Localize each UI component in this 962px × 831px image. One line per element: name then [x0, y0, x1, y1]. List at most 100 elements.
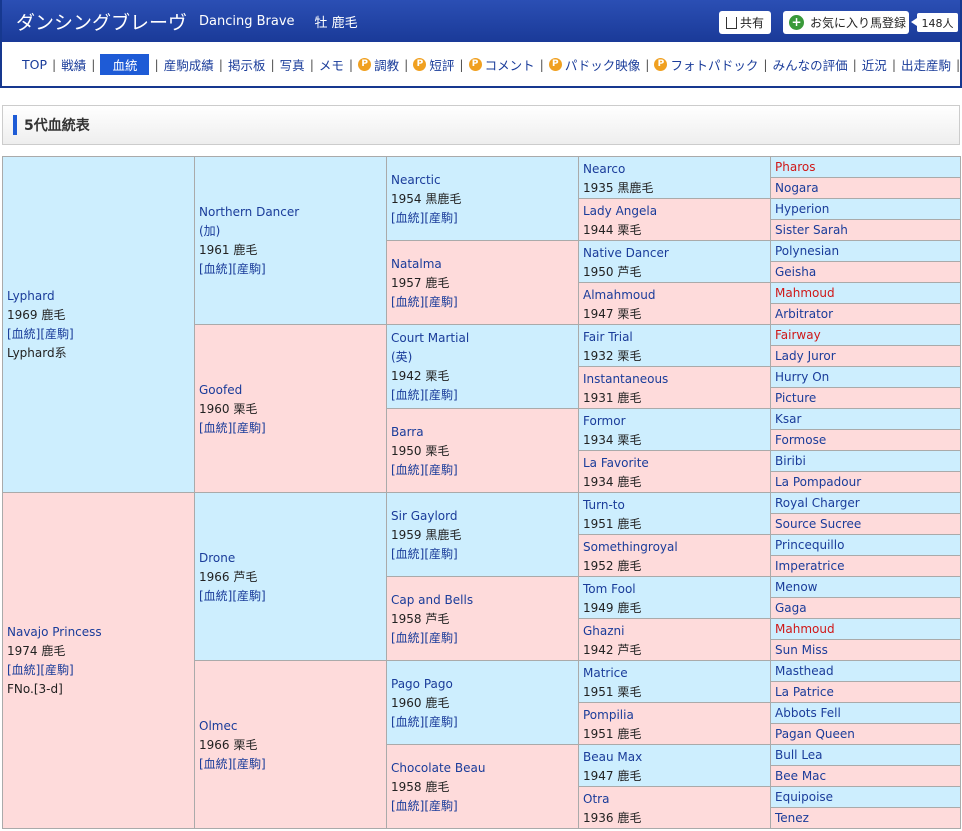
ancestor-name-link[interactable]: Lady Angela: [583, 204, 658, 218]
ancestor-name-link[interactable]: Pago Pago: [391, 676, 453, 691]
ancestor-name-link[interactable]: Turn-to: [583, 498, 625, 512]
ancestor-name-link[interactable]: Nogara: [775, 181, 819, 195]
ancestor-name-link[interactable]: Ghazni: [583, 624, 625, 638]
pedigree-cell-content: Fairway: [775, 325, 956, 345]
nav-item[interactable]: P コメント: [465, 55, 539, 74]
pedigree-offspring-links[interactable]: [血統][産駒]: [391, 630, 458, 645]
pedigree-offspring-links[interactable]: [血統][産駒]: [391, 294, 458, 309]
ancestor-name-link[interactable]: Arbitrator: [775, 307, 834, 321]
nav-item[interactable]: 出走産駒: [897, 55, 955, 74]
pedigree-offspring-links[interactable]: [血統][産駒]: [391, 462, 458, 477]
ancestor-name-link[interactable]: Somethingroyal: [583, 540, 678, 554]
nav-item[interactable]: P パドック映像: [545, 55, 644, 74]
nav-item[interactable]: みんなの評価: [769, 55, 852, 74]
nav-item[interactable]: 血統: [100, 53, 150, 75]
pedigree-offspring-links[interactable]: [血統][産駒]: [391, 210, 458, 225]
ancestor-name-link[interactable]: Geisha: [775, 265, 817, 279]
ancestor-name-link[interactable]: Hurry On: [775, 370, 830, 384]
ancestor-name-link[interactable]: Barra: [391, 424, 424, 439]
ancestor-name-link[interactable]: Fairway: [775, 328, 821, 342]
ancestor-name-link[interactable]: Bull Lea: [775, 748, 823, 762]
ancestor-name-link[interactable]: Bee Mac: [775, 769, 827, 783]
ancestor-name-link[interactable]: Pharos: [775, 160, 816, 174]
pedigree-offspring-links[interactable]: [血統][産駒]: [7, 327, 74, 341]
ancestor-name-link[interactable]: Biribi: [775, 454, 806, 468]
ancestor-name-link[interactable]: Formor: [583, 414, 626, 428]
ancestor-name-link[interactable]: Abbots Fell: [775, 706, 841, 720]
ancestor-name-link[interactable]: Instantaneous: [583, 372, 669, 386]
pedigree-offspring-links[interactable]: [血統][産駒]: [199, 756, 266, 771]
ancestor-year-color: 1958 芦毛: [391, 611, 450, 626]
pedigree-offspring-links[interactable]: [血統][産駒]: [199, 588, 266, 603]
pedigree-offspring-links[interactable]: [血統][産駒]: [391, 714, 458, 729]
pedigree-offspring-links[interactable]: [血統][産駒]: [7, 663, 74, 677]
ancestor-name-link[interactable]: La Patrice: [775, 685, 834, 699]
nav-item[interactable]: 写真: [276, 55, 309, 74]
ancestor-name-link[interactable]: Fair Trial: [583, 330, 633, 344]
ancestor-name-link[interactable]: Source Sucree: [775, 517, 862, 531]
ancestor-name-link[interactable]: Equipoise: [775, 790, 834, 804]
pedigree-offspring-links[interactable]: [血統][産駒]: [391, 798, 458, 813]
pedigree-offspring-links[interactable]: [血統][産駒]: [199, 262, 266, 276]
ancestor-year-color: 1949 鹿毛: [583, 601, 642, 615]
ancestor-name-link[interactable]: Tom Fool: [583, 582, 636, 596]
ancestor-name-link[interactable]: Court Martial: [391, 331, 470, 345]
ancestor-name-link[interactable]: Mahmoud: [775, 286, 835, 300]
ancestor-name-link[interactable]: Natalma: [391, 256, 442, 271]
ancestor-name-link[interactable]: Pompilia: [583, 708, 634, 722]
ancestor-name-link[interactable]: Lyphard: [7, 289, 55, 303]
ancestor-name-link[interactable]: Almahmoud: [583, 288, 656, 302]
favorite-register-button[interactable]: + お気に入り馬登録: [783, 11, 909, 34]
pedigree-offspring-links[interactable]: [血統][産駒]: [391, 388, 458, 402]
ancestor-name-link[interactable]: Chocolate Beau: [391, 760, 486, 775]
ancestor-name-link[interactable]: Pagan Queen: [775, 727, 855, 741]
nav-item[interactable]: 戦績: [57, 55, 90, 74]
pedigree-offspring-links[interactable]: [血統][産駒]: [391, 546, 458, 561]
ancestor-name-link[interactable]: Polynesian: [775, 244, 840, 258]
nav-item[interactable]: P フォトパドック: [650, 55, 762, 74]
horse-sex-color: 牡 鹿毛: [314, 15, 358, 31]
pedigree-offspring-links[interactable]: [血統][産駒]: [199, 420, 266, 435]
ancestor-name-link[interactable]: Northern Dancer: [199, 205, 300, 219]
ancestor-name-link[interactable]: Lady Juror: [775, 349, 836, 363]
ancestor-name-link[interactable]: Princequillo: [775, 538, 845, 552]
ancestor-name-link[interactable]: Mahmoud: [775, 622, 835, 636]
ancestor-name-link[interactable]: Navajo Princess: [7, 625, 102, 639]
ancestor-name-link[interactable]: Olmec: [199, 718, 238, 733]
ancestor-name-link[interactable]: Gaga: [775, 601, 807, 615]
ancestor-name-link[interactable]: Menow: [775, 580, 818, 594]
ancestor-name-link[interactable]: Sister Sarah: [775, 223, 848, 237]
nav-item[interactable]: 掲示板: [224, 55, 270, 74]
ancestor-name-link[interactable]: Drone: [199, 550, 236, 565]
ancestor-name-link[interactable]: Matrice: [583, 666, 628, 680]
ancestor-name-link[interactable]: Sun Miss: [775, 643, 828, 657]
nav-item[interactable]: 近況: [858, 55, 891, 74]
ancestor-name-link[interactable]: Beau Max: [583, 750, 643, 764]
ancestor-name-link[interactable]: Royal Charger: [775, 496, 860, 510]
ancestor-name-link[interactable]: La Pompadour: [775, 475, 862, 489]
nav-item[interactable]: P 調教: [354, 55, 403, 74]
pedigree-cell-content: La Favorite 1934 鹿毛: [583, 454, 766, 492]
ancestor-name-link[interactable]: Hyperion: [775, 202, 830, 216]
ancestor-name-link[interactable]: Masthead: [775, 664, 834, 678]
ancestor-name-link[interactable]: Formose: [775, 433, 827, 447]
ancestor-name-link[interactable]: Goofed: [199, 382, 243, 397]
ancestor-name-link[interactable]: Ksar: [775, 412, 802, 426]
nav-separator: |: [218, 56, 223, 72]
ancestor-name-link[interactable]: Imperatrice: [775, 559, 845, 573]
nav-item[interactable]: TOP: [18, 57, 51, 72]
ancestor-name-link[interactable]: Picture: [775, 391, 817, 405]
nav-item[interactable]: P 短評: [409, 55, 458, 74]
ancestor-name-link[interactable]: Nearco: [583, 162, 626, 176]
ancestor-name-link[interactable]: Tenez: [775, 811, 809, 825]
share-button[interactable]: 共有: [719, 11, 771, 34]
ancestor-name-link[interactable]: Sir Gaylord: [391, 508, 458, 523]
nav-item[interactable]: 産駒成績: [160, 55, 218, 74]
pedigree-cell-content: Tenez: [775, 808, 956, 828]
ancestor-name-link[interactable]: Cap and Bells: [391, 592, 474, 607]
ancestor-name-link[interactable]: Nearctic: [391, 172, 441, 187]
ancestor-name-link[interactable]: Otra: [583, 792, 610, 806]
ancestor-name-link[interactable]: Native Dancer: [583, 246, 669, 260]
nav-item[interactable]: メモ: [315, 55, 348, 74]
ancestor-name-link[interactable]: La Favorite: [583, 456, 649, 470]
